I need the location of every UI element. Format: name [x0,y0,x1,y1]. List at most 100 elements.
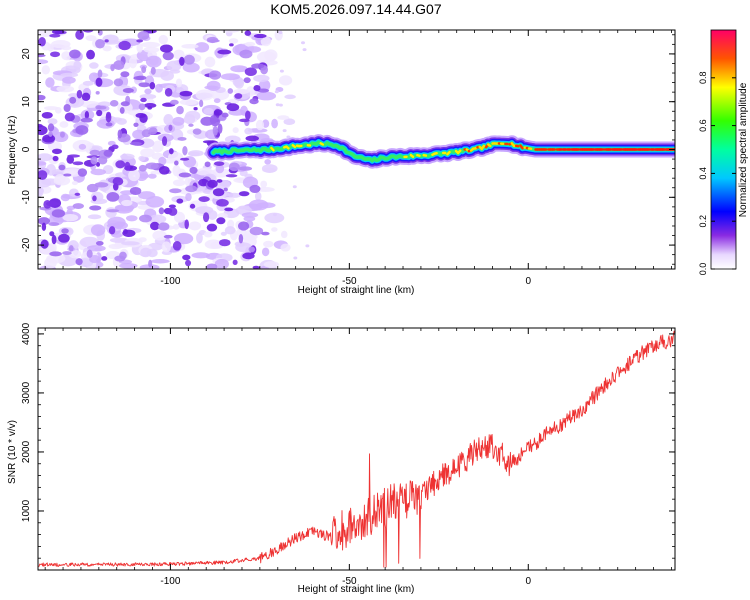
noise-blob [38,37,46,47]
noise-blob [195,168,214,176]
noise-blob [111,144,119,150]
noise-blob [122,229,136,237]
noise-blob [38,217,51,225]
noise-blob [263,261,280,268]
noise-blob [179,99,198,106]
noise-blob [78,143,87,150]
spectrogram-signal-track [205,134,675,169]
noise-blob [63,173,72,177]
noise-blob [264,159,271,165]
noise-blob [215,164,225,174]
noise-blob [247,128,268,133]
noise-blob [244,30,252,36]
noise-blob [212,188,225,197]
noise-blob [249,184,261,194]
noise-speck [278,103,283,107]
noise-blob [152,140,164,153]
noise-speck [279,69,284,73]
noise-blob [68,93,80,98]
noise-blob [58,233,70,243]
noise-blob [228,192,241,198]
noise-blob [47,43,54,52]
noise-blob [61,45,72,51]
noise-blob [164,88,173,97]
x-tick-label: -100 [160,576,180,587]
noise-blob [138,103,146,111]
chart-title: KOM5.2026.097.14.44.G07 [270,1,441,17]
noise-blob [95,240,104,246]
noise-blob [238,191,250,197]
track-core [416,153,421,157]
noise-blob [90,156,98,165]
noise-blob [47,123,55,132]
noise-blob [217,212,228,219]
noise-blob [271,118,278,129]
noise-blob [203,107,214,115]
noise-blob [38,153,53,162]
noise-blob [76,89,83,99]
noise-blob [188,221,201,231]
y-tick-label: -10 [21,190,32,205]
noise-speck [272,213,277,217]
noise-blob [38,123,43,128]
noise-blob [163,234,173,239]
noise-blob [212,125,218,136]
noise-blob [95,39,105,49]
noise-blob [244,127,253,135]
noise-blob [62,76,76,84]
noise-blob [141,66,147,74]
track-core [291,144,297,149]
noise-blob [169,188,182,194]
noise-speck [292,185,297,189]
noise-blob [125,215,138,222]
noise-blob [89,62,99,69]
colorbar-tick-label: 0.4 [698,167,708,180]
noise-blob [89,205,102,211]
noise-blob [62,213,79,222]
noise-blob [148,127,158,135]
y-tick-label: -20 [21,237,32,252]
noise-blob [118,263,138,269]
noise-blob [173,211,186,223]
noise-blob [118,40,131,51]
noise-blob [283,118,296,125]
snr-y-label: SNR (10 * v/v) [7,420,18,484]
noise-blob [102,45,112,52]
noise-blob [217,49,232,55]
noise-blob [113,84,133,96]
noise-blob [87,214,102,220]
noise-blob [213,98,221,104]
noise-blob [174,160,179,166]
noise-blob [161,241,172,253]
track-core [456,149,462,155]
noise-blob [185,259,192,267]
noise-blob [90,168,107,176]
noise-blob [119,106,125,114]
track-core [319,142,325,146]
noise-blob [38,59,49,65]
noise-blob [191,252,211,259]
noise-blob [206,36,219,44]
noise-blob [166,60,182,72]
noise-blob [121,241,140,246]
x-tick-label: -50 [342,576,357,587]
noise-blob [277,115,290,120]
noise-blob [196,232,203,244]
noise-blob [204,56,216,68]
track-core [486,143,492,148]
noise-blob [133,122,139,127]
noise-blob [176,198,184,204]
noise-blob [133,76,145,81]
snr-y-ticks: 1000 2000 3000 4000 [21,322,675,571]
noise-blob [54,106,62,114]
noise-blob [145,196,165,208]
noise-blob [224,226,236,235]
noise-blob [168,124,173,131]
noise-blob [256,91,277,101]
noise-blob [41,222,47,231]
noise-blob [114,255,126,262]
noise-blob [60,72,79,78]
noise-blob [109,100,119,107]
noise-blob [96,162,101,167]
noise-blob [235,242,252,253]
